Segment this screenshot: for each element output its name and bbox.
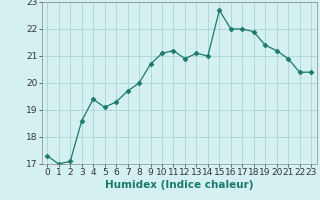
X-axis label: Humidex (Indice chaleur): Humidex (Indice chaleur) bbox=[105, 180, 253, 190]
